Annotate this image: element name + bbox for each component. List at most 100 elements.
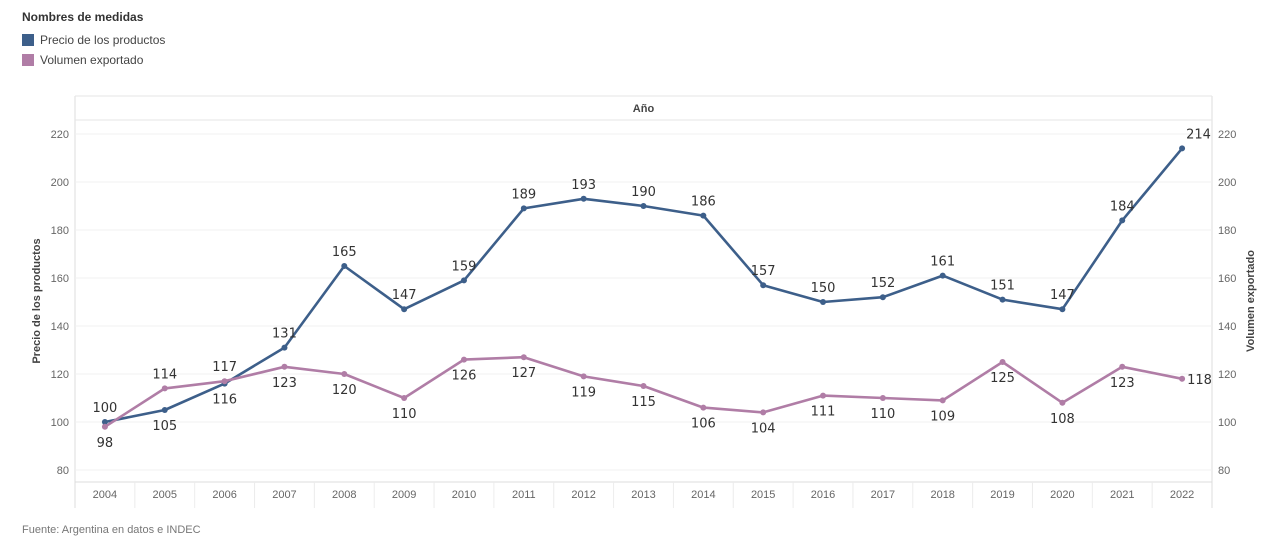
data-label-1: 106 bbox=[691, 417, 716, 432]
data-point-0 bbox=[460, 277, 467, 284]
x-tick-label: 2017 bbox=[871, 489, 895, 501]
y-tick-left: 160 bbox=[51, 273, 69, 285]
data-point-1 bbox=[820, 392, 827, 399]
data-label-0: 131 bbox=[272, 327, 297, 342]
x-tick-label: 2020 bbox=[1050, 489, 1074, 501]
source-note: Fuente: Argentina en datos e INDEC bbox=[22, 524, 201, 536]
data-label-1: 104 bbox=[751, 421, 776, 436]
x-tick-label: 2019 bbox=[990, 489, 1014, 501]
data-label-1: 126 bbox=[452, 369, 477, 384]
data-point-1 bbox=[1179, 375, 1186, 382]
data-point-1 bbox=[999, 359, 1006, 365]
x-tick-label: 2009 bbox=[392, 489, 416, 501]
y-tick-left: 220 bbox=[51, 129, 69, 141]
data-label-1: 109 bbox=[930, 409, 955, 424]
data-label-1: 120 bbox=[332, 383, 357, 398]
data-label-0: 157 bbox=[751, 264, 776, 279]
legend-title: Nombres de medidas bbox=[22, 10, 144, 24]
x-tick-label: 2005 bbox=[153, 489, 177, 501]
data-point-0 bbox=[1119, 217, 1126, 224]
y-tick-left: 100 bbox=[51, 417, 69, 429]
data-point-1 bbox=[460, 356, 467, 363]
data-label-1: 108 bbox=[1050, 412, 1075, 427]
x-tick-label: 2004 bbox=[93, 489, 117, 501]
legend-swatch-price bbox=[22, 34, 34, 46]
data-point-1 bbox=[101, 423, 108, 430]
data-label-0: 189 bbox=[511, 187, 536, 202]
y-tick-right: 140 bbox=[1218, 321, 1236, 333]
y-tick-left: 200 bbox=[51, 177, 69, 189]
x-tick-label: 2008 bbox=[332, 489, 356, 501]
y-tick-right: 200 bbox=[1218, 177, 1236, 189]
data-label-0: 147 bbox=[1050, 288, 1075, 303]
legend-item-price[interactable]: Precio de los productos bbox=[22, 30, 165, 50]
data-label-0: 184 bbox=[1110, 199, 1135, 214]
data-label-0: 105 bbox=[152, 419, 177, 434]
data-label-0: 193 bbox=[571, 178, 596, 193]
data-point-0 bbox=[161, 407, 168, 413]
y-tick-right: 160 bbox=[1218, 273, 1236, 285]
data-label-1: 127 bbox=[511, 366, 536, 381]
y-tick-right: 180 bbox=[1218, 225, 1236, 237]
data-label-1: 110 bbox=[870, 407, 895, 422]
data-label-0: 151 bbox=[990, 279, 1015, 294]
top-axis-title: Año bbox=[633, 103, 655, 115]
data-point-0 bbox=[879, 294, 886, 301]
data-label-0: 159 bbox=[452, 259, 477, 274]
legend-label-price: Precio de los productos bbox=[40, 33, 166, 47]
data-point-1 bbox=[580, 373, 587, 380]
legend: Nombres de medidas Precio de los product… bbox=[22, 10, 165, 70]
data-point-1 bbox=[760, 409, 767, 416]
data-point-1 bbox=[221, 378, 228, 385]
legend-item-volume[interactable]: Volumen exportado bbox=[22, 50, 165, 70]
data-point-1 bbox=[640, 383, 647, 389]
data-label-0: 214 bbox=[1186, 127, 1211, 142]
data-label-0: 186 bbox=[691, 195, 716, 210]
data-point-0 bbox=[580, 195, 587, 202]
x-tick-label: 2014 bbox=[691, 489, 715, 501]
x-tick-label: 2013 bbox=[631, 489, 655, 501]
data-label-0: 152 bbox=[870, 276, 895, 291]
data-point-1 bbox=[1119, 363, 1126, 370]
x-tick-label: 2018 bbox=[930, 489, 954, 501]
data-label-1: 115 bbox=[631, 395, 656, 410]
x-tick-label: 2006 bbox=[212, 489, 236, 501]
data-label-1: 125 bbox=[990, 371, 1015, 386]
data-label-1: 114 bbox=[152, 367, 177, 382]
x-tick-label: 2007 bbox=[272, 489, 296, 501]
data-point-0 bbox=[101, 419, 108, 425]
series-line-1 bbox=[104, 355, 1183, 428]
legend-swatch-volume bbox=[22, 54, 34, 66]
data-point-0 bbox=[999, 296, 1006, 303]
y-axis-title-left: Precio de los productos bbox=[31, 238, 43, 363]
data-point-0 bbox=[401, 306, 408, 313]
data-point-1 bbox=[281, 363, 288, 370]
data-point-0 bbox=[820, 299, 827, 305]
x-tick-label: 2022 bbox=[1170, 489, 1194, 501]
data-point-1 bbox=[341, 371, 348, 377]
data-point-0 bbox=[520, 205, 527, 212]
data-point-0 bbox=[1059, 306, 1066, 313]
data-label-0: 165 bbox=[332, 245, 357, 260]
data-point-0 bbox=[281, 344, 288, 351]
y-axis-title-right: Volumen exportado bbox=[1245, 250, 1257, 352]
data-point-1 bbox=[1059, 399, 1066, 406]
y-tick-right: 120 bbox=[1218, 369, 1236, 381]
x-tick-label: 2015 bbox=[751, 489, 775, 501]
data-point-0 bbox=[760, 282, 767, 289]
data-point-0 bbox=[939, 272, 946, 279]
data-point-1 bbox=[879, 395, 886, 401]
data-label-0: 190 bbox=[631, 185, 656, 200]
data-point-1 bbox=[520, 354, 527, 361]
x-tick-label: 2016 bbox=[811, 489, 835, 501]
y-tick-left: 140 bbox=[51, 321, 69, 333]
data-label-1: 117 bbox=[212, 360, 237, 375]
y-tick-left: 120 bbox=[51, 369, 69, 381]
data-point-1 bbox=[161, 385, 168, 392]
data-label-0: 161 bbox=[930, 255, 955, 270]
data-label-1: 111 bbox=[811, 405, 836, 420]
data-point-0 bbox=[640, 203, 647, 209]
data-point-1 bbox=[700, 404, 707, 411]
data-point-0 bbox=[1179, 145, 1186, 152]
